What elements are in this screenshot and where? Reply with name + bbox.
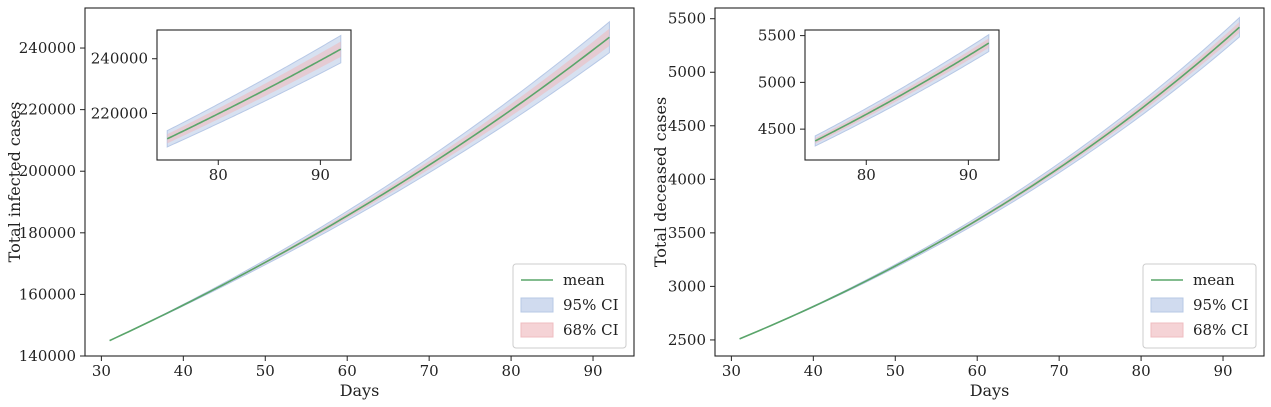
legend-entry-0-0: mean: [563, 271, 605, 289]
chart-panel-1: 30 40 50 60 70 80 90 2500 3000 3500 4000 4500 5000 55…: [651, 7, 1265, 400]
main-y-tick-label-0: 200000: [19, 162, 76, 180]
main-y-tick-label-1: 5500: [668, 10, 706, 28]
main-x-tick-label-0: 90: [583, 362, 602, 380]
inset-x-tick-label-1: 90: [959, 166, 978, 184]
main-x-tick-label-0: 80: [502, 362, 521, 380]
main-y-tick-label-0: 140000: [19, 347, 76, 365]
legend-1: mean 95% CI 68% CI: [1142, 263, 1257, 349]
inset-mean-line-0: [166, 48, 342, 140]
inset-y-tick-label-1: 5500: [758, 27, 796, 45]
main-frame-1: [714, 7, 1265, 357]
legend-ci95-swatch-1: [1150, 297, 1184, 313]
main-y-tick-label-0: 160000: [19, 285, 76, 303]
main-y-tick-label-0: 240000: [19, 39, 76, 57]
inset-y-tick-label-1: 5000: [758, 73, 796, 91]
main-x-tick-label-0: 30: [92, 362, 111, 380]
main-y-tick-label-1: 5000: [668, 63, 706, 81]
inset-y-tick-label-0: 220000: [91, 104, 148, 122]
legend-0: mean 95% CI 68% CI: [512, 263, 627, 349]
main-y-tick-label-1: 4000: [668, 170, 706, 188]
legend-ci68-swatch-0: [520, 322, 554, 338]
main-x-tick-label-1: 90: [1213, 362, 1232, 380]
main-x-tick-label-1: 60: [968, 362, 987, 380]
main-curves-1: [739, 16, 1240, 340]
x-axis-label-0: Days: [340, 381, 380, 400]
inset-x-tick-label-1: 80: [857, 166, 876, 184]
legend-entry-1-1: 95% CI: [1193, 296, 1249, 314]
inset-frame-0: [156, 29, 352, 161]
legend-ci95-swatch-0: [520, 297, 554, 313]
main-x-tick-label-0: 70: [420, 362, 439, 380]
main-y-tick-label-0: 180000: [19, 224, 76, 242]
inset-ci68-band-1: [815, 38, 989, 144]
legend-ci68-swatch-1: [1150, 322, 1184, 338]
inset-y-tick-label-0: 240000: [91, 50, 148, 68]
main-x-tick-label-1: 40: [804, 362, 823, 380]
inset-curves-1: [814, 33, 990, 147]
legend-entry-2-1: 68% CI: [1193, 321, 1249, 339]
main-x-tick-label-1: 70: [1050, 362, 1069, 380]
main-x-tick-label-1: 50: [886, 362, 905, 380]
main-x-tick-label-0: 50: [256, 362, 275, 380]
main-y-tick-label-1: 4500: [668, 117, 706, 135]
main-y-tick-label-0: 220000: [19, 101, 76, 119]
main-y-tick-label-1: 3500: [668, 224, 706, 242]
chart-panel-0: 30 40 50 60 70 80 90 140000 160000 180000 200000 22…: [5, 7, 635, 400]
inset-y-tick-label-1: 4500: [758, 120, 796, 138]
main-x-tick-label-1: 30: [722, 362, 741, 380]
inset-curves-0: [166, 34, 342, 148]
main-mean-line-1: [739, 26, 1240, 340]
main-x-tick-label-1: 80: [1132, 362, 1151, 380]
main-curves-0: [109, 20, 610, 342]
legend-entry-1-0: 95% CI: [563, 296, 619, 314]
inset-frame-1: [804, 29, 1000, 161]
inset-x-tick-label-0: 90: [311, 166, 330, 184]
main-y-tick-label-1: 3000: [668, 277, 706, 295]
legend-entry-2-0: 68% CI: [563, 321, 619, 339]
inset-mean-line-1: [814, 42, 990, 142]
inset-x-tick-label-0: 80: [209, 166, 228, 184]
main-x-tick-label-0: 40: [174, 362, 193, 380]
main-frame-0: [84, 7, 635, 357]
y-axis-label-0: Total infected cases: [5, 102, 24, 263]
legend-entry-0-1: mean: [1193, 271, 1235, 289]
y-axis-label-1: Total deceased cases: [651, 97, 670, 267]
main-mean-line-0: [109, 36, 610, 342]
x-axis-label-1: Days: [970, 381, 1010, 400]
main-y-tick-label-1: 2500: [668, 331, 706, 349]
main-x-tick-label-0: 60: [338, 362, 357, 380]
